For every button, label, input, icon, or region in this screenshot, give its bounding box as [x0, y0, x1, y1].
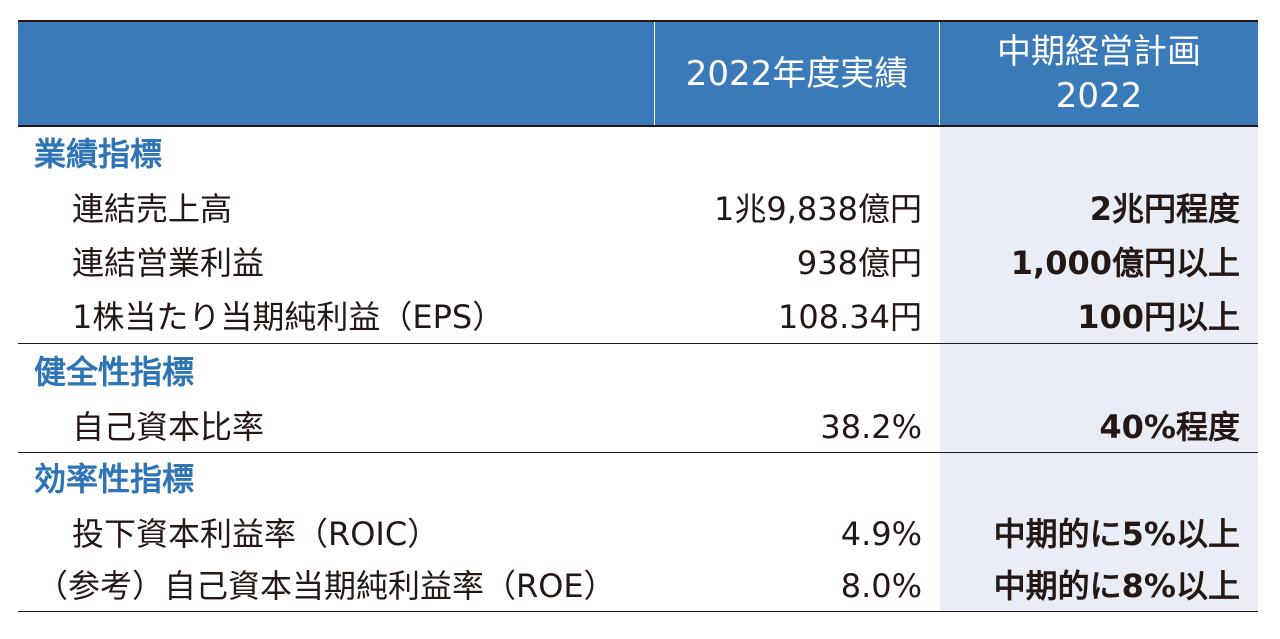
row-actual-value: 1兆9,838億円	[714, 190, 922, 228]
plan-column-background	[940, 126, 1258, 612]
header-plan-label-line1: 中期経営計画	[997, 32, 1201, 72]
header-bottom-rule	[18, 125, 1258, 127]
kpi-table: 2022年度実績 中期経営計画 2022 業績指標 連結売上高 1兆9,838億…	[18, 20, 1258, 613]
row-label: 投下資本利益率（ROIC）	[72, 515, 440, 553]
row-label: （参考）自己資本当期純利益率（ROE）	[36, 567, 616, 605]
row-actual-value: 8.0%	[840, 567, 922, 605]
row-actual-value: 108.34円	[778, 298, 922, 336]
table-row: （参考）自己資本当期純利益率（ROE） 8.0% 中期的に8%以上	[18, 559, 1258, 613]
table-top-rule	[18, 20, 1258, 22]
row-label: 1株当たり当期純利益（EPS）	[72, 298, 505, 336]
row-actual-value: 38.2%	[820, 408, 922, 446]
table-bottom-rule	[18, 611, 1258, 612]
row-plan-value: 100円以上	[1077, 298, 1240, 336]
header-divider	[939, 22, 940, 126]
row-plan-value: 2兆円程度	[1089, 190, 1240, 228]
header-plan-label-line2: 2022	[1055, 76, 1143, 116]
row-plan-value: 中期的に8%以上	[993, 567, 1240, 605]
row-plan-value: 1,000億円以上	[1010, 244, 1240, 282]
header-blank-cell	[18, 22, 654, 126]
row-label: 連結売上高	[72, 190, 233, 228]
table-row: 自己資本比率 38.2% 40%程度	[18, 400, 1258, 454]
table-row: 連結営業利益 938億円 1,000億円以上	[18, 236, 1258, 290]
header-divider	[654, 22, 655, 126]
section-title-soundness: 健全性指標	[34, 353, 195, 391]
table-row: 投下資本利益率（ROIC） 4.9% 中期的に5%以上	[18, 507, 1258, 561]
section-title-efficiency: 効率性指標	[34, 460, 195, 498]
row-actual-value: 938億円	[796, 244, 922, 282]
row-actual-value: 4.9%	[840, 515, 922, 553]
header-actual-cell: 2022年度実績	[655, 22, 939, 126]
section-divider	[18, 343, 1258, 344]
header-actual-label: 2022年度実績	[685, 54, 909, 94]
row-label: 連結営業利益	[72, 244, 265, 282]
table-row: 連結売上高 1兆9,838億円 2兆円程度	[18, 182, 1258, 236]
section-title-performance: 業績指標	[34, 135, 163, 173]
table-row: 1株当たり当期純利益（EPS） 108.34円 100円以上	[18, 290, 1258, 344]
row-label: 自己資本比率	[72, 408, 265, 446]
row-plan-value: 40%程度	[1099, 408, 1240, 446]
section-divider	[18, 452, 1258, 453]
header-plan-cell: 中期経営計画 2022	[940, 22, 1258, 126]
row-plan-value: 中期的に5%以上	[993, 515, 1240, 553]
